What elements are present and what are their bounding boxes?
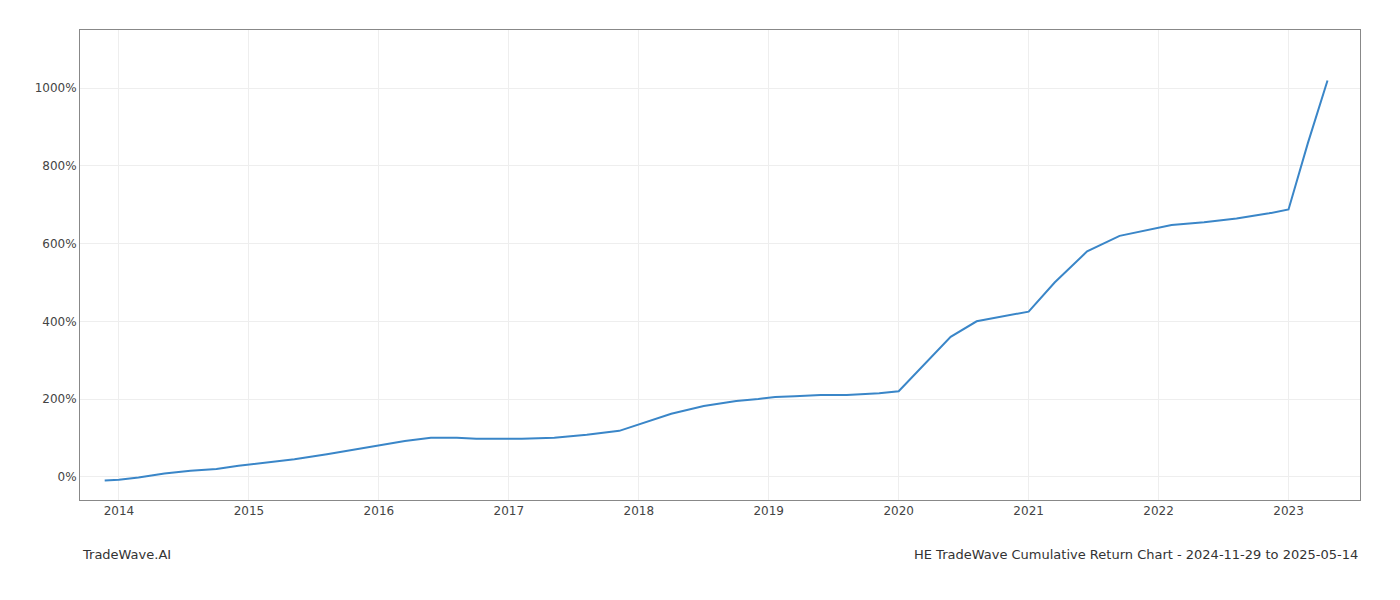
svg-text:2016: 2016 — [364, 504, 395, 518]
svg-text:2017: 2017 — [494, 504, 525, 518]
svg-text:400%: 400% — [42, 315, 76, 329]
svg-text:2021: 2021 — [1013, 504, 1044, 518]
svg-text:600%: 600% — [42, 237, 76, 251]
svg-text:2023: 2023 — [1273, 504, 1304, 518]
svg-text:2022: 2022 — [1143, 504, 1174, 518]
svg-text:2019: 2019 — [753, 504, 784, 518]
svg-text:0%: 0% — [58, 470, 77, 484]
svg-text:200%: 200% — [42, 392, 76, 406]
svg-text:2015: 2015 — [234, 504, 265, 518]
svg-text:2018: 2018 — [624, 504, 655, 518]
svg-text:800%: 800% — [42, 159, 76, 173]
svg-text:2020: 2020 — [883, 504, 914, 518]
svg-text:HE TradeWave Cumulative Return: HE TradeWave Cumulative Return Chart - 2… — [914, 547, 1358, 562]
svg-text:TradeWave.AI: TradeWave.AI — [82, 547, 171, 562]
svg-text:1000%: 1000% — [35, 81, 77, 95]
svg-text:2014: 2014 — [104, 504, 135, 518]
